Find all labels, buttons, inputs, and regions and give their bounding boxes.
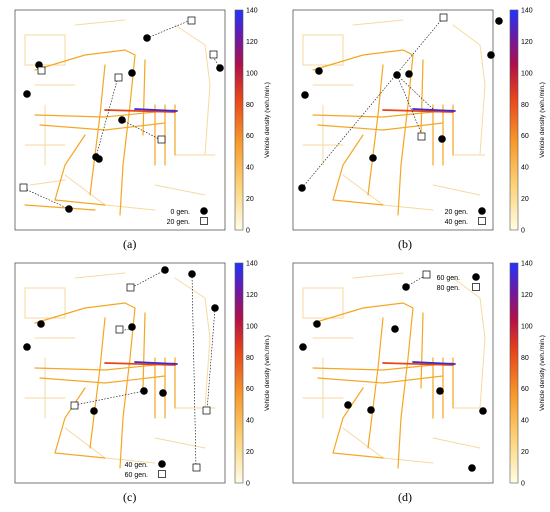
circle-markers — [23, 266, 219, 415]
colorbar-tick-label: 40 — [521, 165, 529, 172]
caption-b: (b) — [398, 237, 412, 251]
colorbar-tick-label: 60 — [246, 133, 254, 140]
panel-c: 40 gen. 60 gen. 140 120 100 80 60 40 20 0 Vehicl… — [5, 258, 275, 508]
panel-a-figure: 0 gen. 20 gen. 140 120 100 80 60 40 20 0 Vehicle… — [14, 8, 271, 235]
legend-circle-marker — [200, 207, 208, 215]
colorbar-tick-label: 40 — [521, 418, 529, 425]
legend-label-circle: 40 gen. — [125, 462, 148, 469]
moves — [301, 17, 444, 189]
panel-d: 60 gen. 80 gen. 140 120 100 80 60 40 20 0 Vehicl… — [285, 258, 550, 508]
panel-b: 20 gen. 40 gen. 140 120 100 80 60 40 20 0 Vehicl… — [285, 5, 550, 255]
colorbar-tick-label: 140 — [246, 8, 258, 15]
panel-d-figure: 60 gen. 80 gen. 140 120 100 80 60 40 20 0 Vehicl… — [292, 261, 546, 488]
colorbar-tick-label: 140 — [246, 261, 258, 268]
square-markers — [70, 283, 211, 472]
map-frame — [292, 262, 494, 484]
colorbar-tick-label: 140 — [521, 261, 533, 268]
colorbar-tick-label: 120 — [521, 39, 533, 46]
legend-circle-marker — [158, 460, 166, 468]
legend-square-marker — [478, 217, 486, 225]
legend-label-circle: 20 gen. — [445, 209, 468, 216]
colorbar-tick-label: 100 — [246, 70, 258, 77]
legend: 0 gen. 20 gen. — [167, 207, 208, 226]
colorbar-tick-label: 80 — [521, 355, 529, 362]
colorbar-tick-label: 100 — [521, 70, 533, 77]
road-network — [24, 19, 216, 216]
colorbar-tick-label: 0 — [521, 481, 525, 488]
road-network — [302, 19, 486, 216]
colorbar-tick-label: 60 — [246, 386, 254, 393]
colorbar-scale — [509, 262, 519, 484]
panel-a: 0 gen. 20 gen. 140 120 100 80 60 40 20 0 Vehicle… — [5, 5, 275, 255]
square-markers — [422, 270, 431, 279]
legend-label-square: 60 gen. — [125, 472, 148, 479]
colorbar-tick-label: 80 — [521, 102, 529, 109]
map-frame — [14, 262, 226, 484]
colorbar-tick-label: 60 — [521, 386, 529, 393]
legend-label-circle: 0 gen. — [171, 209, 191, 216]
colorbar-tick-label: 120 — [246, 292, 258, 299]
legend-circle-marker — [472, 273, 480, 281]
legend: 60 gen. 80 gen. — [437, 273, 480, 292]
legend-label-square: 40 gen. — [445, 219, 468, 226]
circle-markers — [299, 283, 487, 472]
legend-square-marker — [200, 217, 208, 225]
legend-square-marker — [472, 283, 480, 291]
colorbar-tick-label: 20 — [246, 449, 254, 456]
colorbar-tick-label: 20 — [521, 196, 529, 203]
legend-label-square: 80 gen. — [437, 285, 460, 292]
colorbar: 140 120 100 80 60 40 20 0 Vehicle density (veh./… — [234, 8, 271, 235]
colorbar-tick-label: 0 — [246, 481, 250, 488]
legend: 40 gen. 60 gen. — [125, 460, 166, 479]
panel-b-figure: 20 gen. 40 gen. 140 120 100 80 60 40 20 0 Vehicl… — [292, 8, 546, 235]
legend: 20 gen. 40 gen. — [445, 207, 486, 226]
colorbar-tick-label: 140 — [521, 8, 533, 15]
colorbar-tick-label: 120 — [521, 292, 533, 299]
colorbar-tick-label: 100 — [521, 323, 533, 330]
colorbar-tick-label: 20 — [246, 196, 254, 203]
colorbar: 140 120 100 80 60 40 20 0 Vehicle density (veh./… — [234, 261, 271, 488]
colorbar-scale — [509, 9, 519, 231]
colorbar-tick-label: 0 — [521, 228, 525, 235]
colorbar-title: Vehicle density (veh./min.) — [264, 82, 271, 158]
colorbar: 140 120 100 80 60 40 20 0 Vehicle density (veh./… — [509, 261, 546, 488]
square-markers — [19, 16, 218, 192]
colorbar-title: Vehicle density (veh./min.) — [539, 335, 546, 411]
colorbar-scale — [234, 262, 244, 484]
colorbar-tick-label: 40 — [246, 418, 254, 425]
colorbar-scale — [234, 9, 244, 231]
road-network — [302, 272, 486, 469]
panel-c-figure: 40 gen. 60 gen. 140 120 100 80 60 40 20 0 Vehicl… — [14, 261, 271, 488]
legend-square-marker — [158, 470, 166, 478]
square-markers — [417, 13, 448, 141]
colorbar-tick-label: 60 — [521, 133, 529, 140]
colorbar: 140 120 100 80 60 40 20 0 Vehicle density (veh./… — [509, 8, 546, 235]
colorbar-tick-label: 100 — [246, 323, 258, 330]
map-frame — [292, 9, 494, 231]
colorbar-tick-label: 0 — [246, 228, 250, 235]
caption-a: (a) — [123, 237, 137, 251]
colorbar-tick-label: 80 — [246, 355, 254, 362]
colorbar-tick-label: 40 — [246, 165, 254, 172]
colorbar-tick-label: 20 — [521, 449, 529, 456]
caption-d: (d) — [398, 490, 412, 504]
colorbar-title: Vehicle density (veh./min.) — [264, 335, 271, 411]
caption-c: (c) — [123, 490, 137, 504]
circle-markers — [298, 17, 503, 192]
road-network — [24, 272, 216, 469]
legend-label-circle: 60 gen. — [437, 275, 460, 282]
legend-circle-marker — [478, 207, 486, 215]
colorbar-title: Vehicle density (veh./min.) — [539, 82, 546, 158]
colorbar-tick-label: 120 — [246, 39, 258, 46]
colorbar-tick-label: 80 — [246, 102, 254, 109]
legend-label-square: 20 gen. — [167, 219, 190, 226]
